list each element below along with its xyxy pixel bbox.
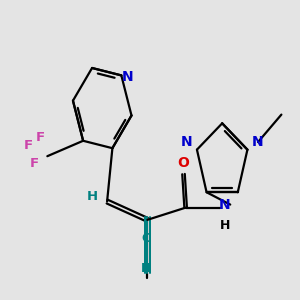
Text: N: N (219, 198, 231, 212)
Text: F: F (24, 139, 33, 152)
Text: N: N (181, 135, 192, 149)
Text: N: N (252, 135, 264, 149)
Text: H: H (87, 190, 98, 203)
Text: N: N (141, 262, 152, 275)
Text: O: O (178, 156, 190, 170)
Text: F: F (35, 131, 44, 144)
Text: F: F (30, 157, 39, 170)
Text: C: C (142, 232, 151, 244)
Text: N: N (122, 70, 133, 84)
Text: H: H (220, 219, 230, 232)
